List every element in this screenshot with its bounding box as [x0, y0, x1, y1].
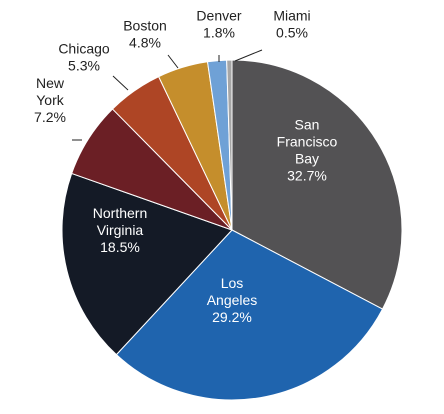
label-text: Bay	[295, 151, 319, 167]
value-text: 32.7%	[287, 168, 327, 184]
label-text: Denver	[196, 8, 241, 24]
data-label-miami: Miami 0.5%	[273, 8, 310, 41]
leader-line-miami	[234, 49, 263, 62]
data-label-denver: Denver 1.8%	[196, 8, 241, 41]
label-text: Virginia	[97, 222, 144, 238]
slices-layer	[61, 59, 403, 401]
leader-lines-layer	[72, 49, 263, 141]
data-label-los-angeles: Los Angeles 29.2%	[207, 275, 258, 325]
label-text: Chicago	[58, 41, 110, 57]
label-text: York	[36, 92, 65, 108]
pie-slice-miami	[226, 59, 233, 231]
value-text: 4.8%	[129, 35, 161, 51]
data-label-chicago: Chicago 5.3%	[58, 41, 110, 74]
data-label-san-francisco-bay: San Francisco Bay 32.7%	[277, 117, 338, 184]
label-text: Miami	[273, 8, 310, 24]
label-text: New	[36, 75, 65, 91]
label-text: Los	[221, 275, 244, 291]
pie-slice-los-angeles	[115, 229, 384, 401]
value-text: 29.2%	[212, 309, 252, 325]
leader-line-chicago	[112, 75, 129, 91]
value-text: 0.5%	[276, 25, 308, 41]
data-label-new-york: New York 7.2%	[34, 75, 66, 125]
data-label-northern-virginia: Northern Virginia 18.5%	[93, 205, 147, 255]
label-text: Francisco	[277, 134, 338, 150]
leader-line-boston	[167, 54, 179, 69]
data-label-boston: Boston 4.8%	[123, 18, 167, 51]
value-text: 1.8%	[203, 25, 235, 41]
pie-slice-northern-virginia	[61, 172, 233, 356]
value-text: 18.5%	[100, 239, 140, 255]
value-text: 5.3%	[68, 58, 100, 74]
value-text: 7.2%	[34, 109, 66, 125]
pie-slice-san-francisco-bay	[231, 59, 403, 310]
label-text: San	[295, 117, 320, 133]
label-text: Northern	[93, 205, 147, 221]
label-text: Angeles	[207, 292, 258, 308]
label-text: Boston	[123, 18, 167, 34]
labels-layer: San Francisco Bay 32.7% Los Angeles 29.2% North…	[34, 8, 338, 326]
